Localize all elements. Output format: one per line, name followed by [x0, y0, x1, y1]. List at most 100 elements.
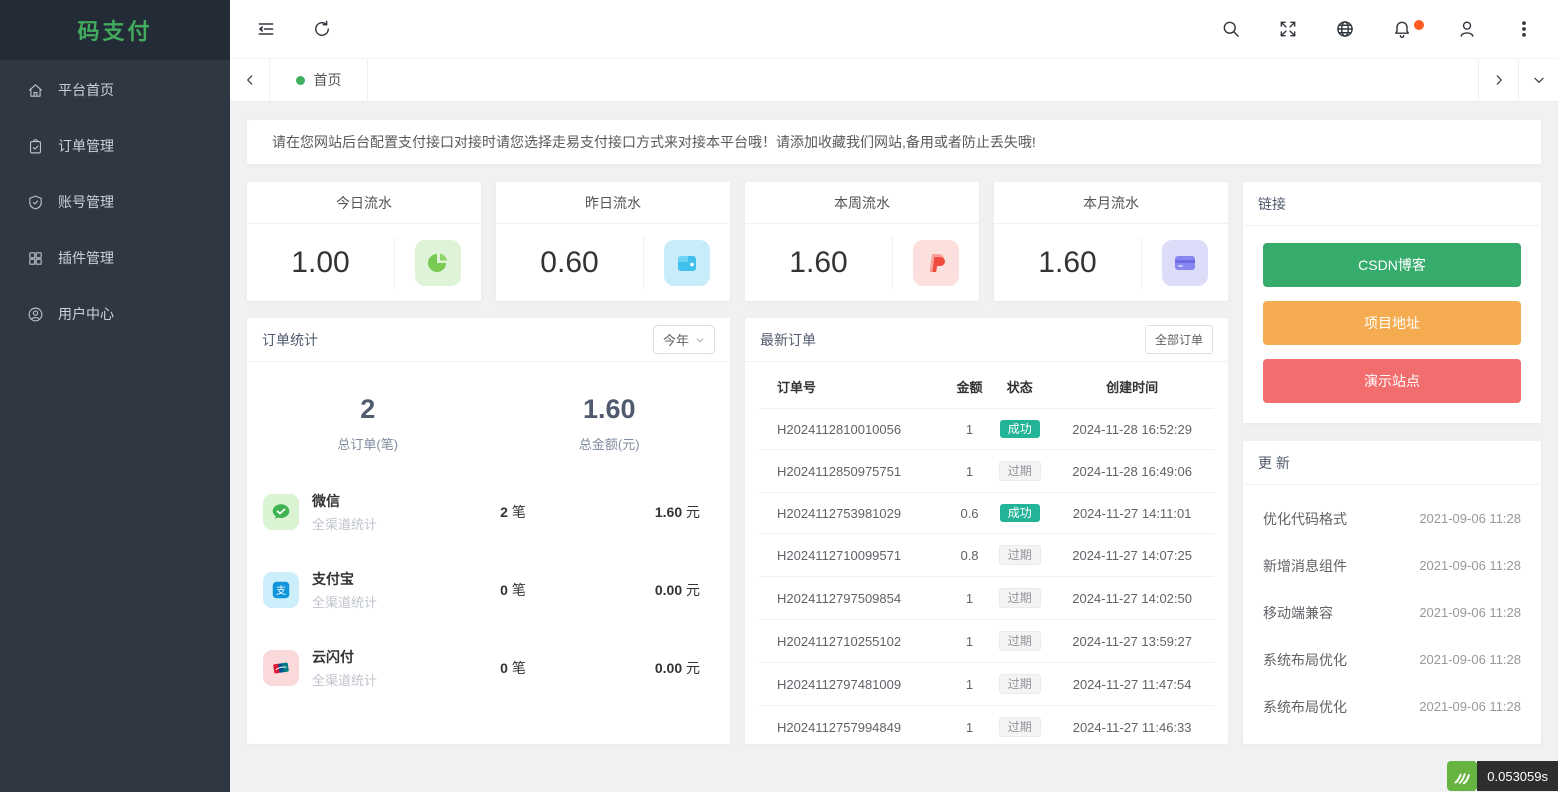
table-row: H2024112797509854 1 过期 2024-11-27 14:02:… [759, 576, 1214, 620]
tab-home[interactable]: 首页 [270, 59, 368, 101]
channel-amount: 0.00 [654, 660, 683, 676]
total-amount-value: 1.60 [582, 394, 636, 424]
col-order-id: 订单号 [777, 380, 817, 395]
channel-amount-unit: 元 [686, 582, 700, 598]
svg-text:支: 支 [276, 585, 286, 597]
channel-name: 支付宝 [312, 571, 354, 587]
channel-count: 0 [500, 582, 508, 598]
year-filter-select[interactable]: 今年 [652, 325, 715, 354]
top-bar [230, 0, 1558, 58]
wechat-icon [263, 494, 299, 530]
home-icon [27, 82, 44, 99]
list-item: 新增消息组件 2021-09-06 11:28 [1263, 557, 1521, 574]
sidebar-collapse-icon[interactable] [256, 19, 276, 39]
order-stats-card: 订单统计 今年 2 总订单(笔) [247, 318, 730, 744]
sidebar-item-label: 账号管理 [58, 194, 114, 210]
sidebar-item-plugin-management[interactable]: 插件管理 [0, 230, 230, 286]
account-icon [27, 194, 44, 211]
pie-chart-icon [415, 239, 461, 286]
orders-table: 订单号 金额 状态 创建时间 H2024112810010056 [759, 364, 1214, 748]
profile-icon[interactable] [1457, 19, 1477, 39]
sidebar-item-label: 平台首页 [58, 82, 114, 98]
user-icon [27, 306, 44, 323]
project-address-button[interactable]: 项目地址 [1263, 301, 1521, 345]
search-icon[interactable] [1221, 19, 1241, 39]
sidebar-item-platform-home[interactable]: 平台首页 [0, 62, 230, 118]
channel-amount-unit: 元 [686, 660, 700, 676]
sidebar-item-order-management[interactable]: 订单管理 [0, 118, 230, 174]
tab-spacer [368, 59, 1478, 101]
order-totals: 2 总订单(笔) 1.60 总金额(元) [247, 362, 730, 459]
sidebar-item-label: 插件管理 [58, 250, 114, 266]
stat-title: 本月流水 [994, 182, 1228, 224]
list-item: 系统布局优化 2021-09-06 11:28 [1263, 698, 1521, 715]
unionpay-icon [263, 650, 299, 686]
channel-list: 微信 全渠道统计 2 笔 1.60 元 支 [247, 459, 730, 707]
stat-title: 昨日流水 [496, 182, 730, 224]
tab-scroll-right-button[interactable] [1478, 59, 1518, 101]
csdn-blog-button[interactable]: CSDN博客 [1263, 243, 1521, 287]
tab-scroll-left-button[interactable] [230, 59, 270, 101]
content-area: 请在您网站后台配置支付接口对接时请您选择走易支付接口方式来对接本平台哦！请添加收… [230, 102, 1558, 792]
channel-name: 云闪付 [312, 649, 354, 665]
stat-value: 0.60 [540, 245, 599, 279]
sidebar-item-label: 用户中心 [58, 306, 114, 322]
status-badge: 过期 [998, 545, 1041, 565]
notice-bar: 请在您网站后台配置支付接口对接时请您选择走易支付接口方式来对接本平台哦！请添加收… [247, 120, 1541, 164]
thinkphp-logo-icon [1447, 761, 1478, 791]
tab-bar: 首页 [230, 58, 1558, 102]
channel-amount: 1.60 [654, 504, 683, 520]
tab-label: 首页 [313, 72, 342, 88]
links-title: 链接 [1258, 195, 1286, 212]
order-stats-title: 订单统计 [262, 331, 318, 348]
fullscreen-icon[interactable] [1278, 19, 1298, 39]
latest-orders-title: 最新订单 [760, 331, 816, 348]
channel-name: 微信 [312, 493, 340, 509]
latest-orders-card: 最新订单 全部订单 订单号 金额 状态 创建时间 [745, 318, 1228, 748]
language-globe-icon[interactable] [1335, 19, 1355, 39]
stat-title: 本周流水 [745, 182, 979, 224]
notification-bell-icon[interactable] [1392, 19, 1424, 39]
tab-menu-dropdown-button[interactable] [1518, 59, 1558, 101]
wallet-icon [664, 239, 710, 286]
table-row: H2024112710255102 1 过期 2024-11-27 13:59:… [759, 619, 1214, 663]
stat-card-month: 本月流水 1.60 [994, 182, 1228, 301]
order-icon [27, 138, 44, 155]
table-row: H2024112797481009 1 过期 2024-11-27 11:47:… [759, 662, 1214, 706]
table-row: H2024112710099571 0.8 过期 2024-11-27 14:0… [759, 533, 1214, 577]
sidebar-menu: 平台首页 订单管理 账号管理 插件管理 [0, 60, 230, 342]
channel-count-unit: 笔 [511, 660, 526, 676]
stat-cards-row: 今日流水 1.00 [247, 182, 1228, 301]
active-tab-dot-icon [295, 75, 305, 85]
channel-row-alipay: 支 支付宝 全渠道统计 0 笔 0.00 元 [263, 551, 714, 629]
total-amount-label: 总金额(元) [578, 437, 640, 452]
sidebar-item-account-management[interactable]: 账号管理 [0, 174, 230, 230]
channel-desc: 全渠道统计 [312, 673, 378, 688]
main-area: 首页 请在您网站后台配置支付接口对接时请您选择走易支付接口方式来对接本平台哦！请… [230, 0, 1558, 792]
channel-count: 0 [500, 660, 508, 676]
sidebar-item-user-center[interactable]: 用户中心 [0, 286, 230, 342]
refresh-icon[interactable] [312, 19, 332, 39]
status-badge: 过期 [998, 631, 1041, 651]
demo-site-button[interactable]: 演示站点 [1263, 359, 1521, 403]
all-orders-button[interactable]: 全部订单 [1144, 325, 1213, 354]
channel-row-unionpay: 云闪付 全渠道统计 0 笔 0.00 元 [263, 629, 714, 707]
stat-value: 1.00 [291, 245, 350, 279]
sidebar: 码支付 平台首页 订单管理 账号管理 [0, 0, 230, 792]
list-item: 移动端兼容 2021-09-06 11:28 [1263, 604, 1521, 621]
updates-title: 更 新 [1258, 454, 1290, 471]
plugin-icon [27, 250, 44, 267]
credit-card-icon [1162, 239, 1208, 286]
stat-card-yesterday: 昨日流水 0.60 [496, 182, 730, 301]
channel-amount-unit: 元 [686, 504, 700, 520]
channel-desc: 全渠道统计 [312, 517, 378, 532]
channel-count-unit: 笔 [511, 504, 526, 520]
more-menu-icon[interactable] [1514, 19, 1534, 39]
stat-card-today: 今日流水 1.00 [247, 182, 481, 301]
channel-count: 2 [500, 504, 508, 520]
stat-title: 今日流水 [247, 182, 481, 224]
channel-row-wechat: 微信 全渠道统计 2 笔 1.60 元 [263, 473, 714, 551]
col-status: 状态 [1006, 380, 1033, 395]
table-row: H2024112753981029 0.6 成功 2024-11-27 14:1… [759, 492, 1214, 534]
stat-value: 1.60 [1038, 245, 1097, 279]
